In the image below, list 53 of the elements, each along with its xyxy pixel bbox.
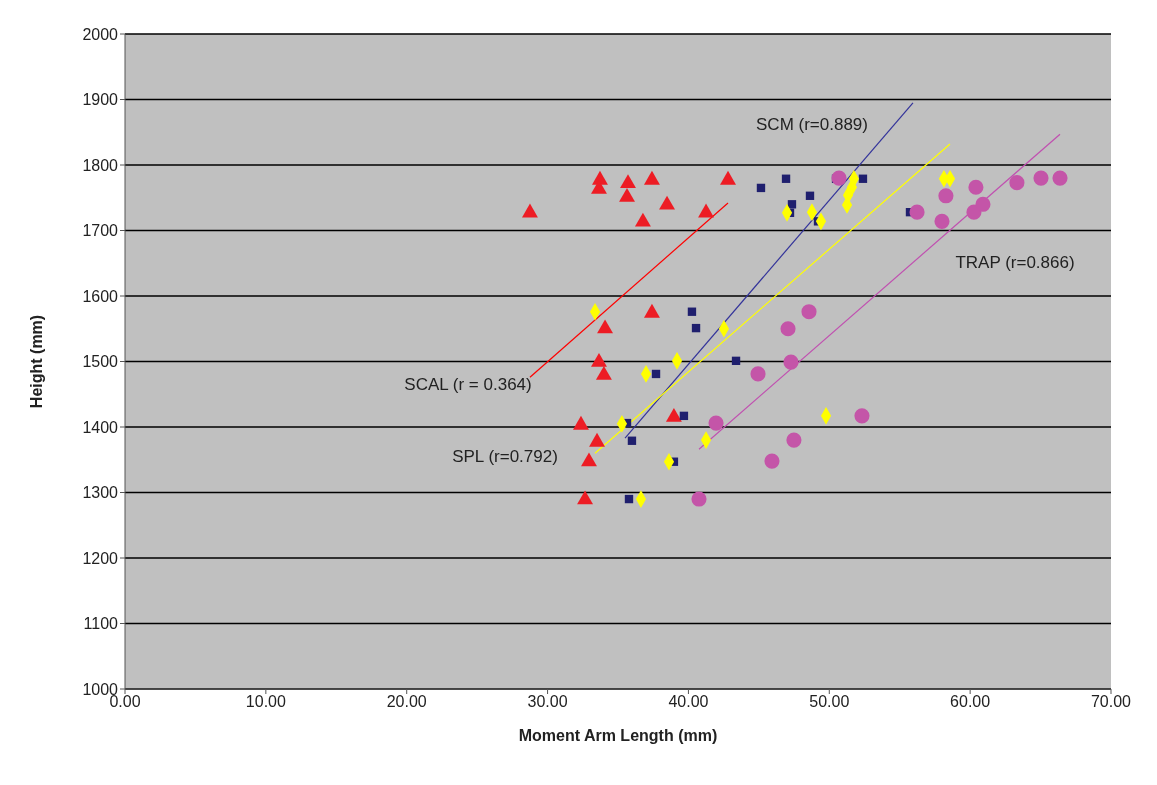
x-axis-title: Moment Arm Length (mm): [518, 727, 718, 744]
point: [691, 491, 707, 507]
point: [909, 204, 925, 220]
x-tick-label: 60.00: [950, 693, 991, 711]
point: [624, 494, 634, 504]
y-axis-title: Height (mm): [27, 314, 45, 409]
point: [750, 366, 766, 382]
y-tick-label: 1700: [82, 222, 119, 240]
x-tick-label: 50.00: [809, 693, 850, 711]
y-tick-label: 1300: [82, 484, 119, 502]
y-tick-label: 1800: [82, 156, 119, 174]
x-tick-label: 10.00: [245, 693, 286, 711]
annotation: SPL (r=0.792): [452, 446, 558, 466]
point: [708, 415, 724, 431]
point: [858, 174, 868, 183]
point: [1009, 175, 1025, 191]
point: [934, 213, 950, 229]
point: [679, 411, 689, 421]
point: [756, 183, 766, 193]
point: [831, 170, 847, 186]
point: [801, 304, 817, 320]
annotation: SCAL (r = 0.364): [404, 374, 532, 394]
x-tick-label: 20.00: [386, 693, 427, 711]
point: [780, 321, 796, 337]
y-tick-label: 2000: [82, 25, 119, 43]
point: [854, 408, 870, 424]
y-tick-label: 1600: [82, 287, 119, 305]
point: [764, 453, 780, 469]
x-tick-label: 30.00: [527, 693, 568, 711]
point: [627, 436, 637, 445]
y-tick-label: 1200: [82, 549, 119, 567]
point: [786, 432, 802, 448]
point: [687, 307, 697, 316]
y-tick-label: 1900: [82, 91, 119, 109]
point: [783, 354, 799, 370]
point: [1052, 170, 1068, 186]
point: [651, 369, 661, 379]
point: [1033, 170, 1049, 186]
point: [968, 179, 984, 195]
y-tick-label: 1400: [82, 418, 119, 436]
point: [787, 200, 797, 209]
x-tick-label: 40.00: [668, 693, 709, 711]
y-tick-label: 1500: [82, 353, 119, 371]
point: [805, 191, 815, 200]
y-tick-label: 1100: [83, 615, 119, 633]
point: [938, 188, 954, 204]
point: [975, 196, 991, 212]
annotation: SCM (r=0.889): [756, 114, 868, 134]
annotation: TRAP (r=0.866): [955, 252, 1075, 272]
point: [781, 174, 791, 183]
x-tick-label: 70.00: [1090, 693, 1132, 711]
point: [691, 323, 701, 333]
point: [731, 356, 741, 366]
